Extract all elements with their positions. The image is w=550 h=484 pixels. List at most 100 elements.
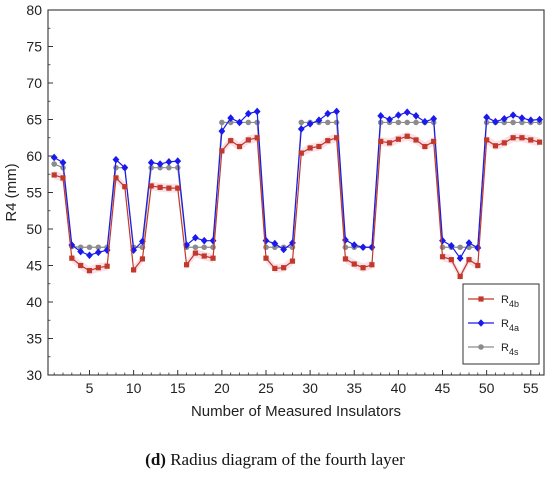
data-point-R4b [510, 135, 516, 141]
data-point-R4b [183, 262, 190, 268]
data-point-R4b [281, 265, 287, 271]
data-point-R4b [528, 137, 534, 143]
data-point-R4a [386, 115, 393, 124]
legend-item-R4a: R4a [468, 318, 519, 333]
legend-item-R4s: R4s [468, 342, 519, 357]
y-tick-label: 50 [26, 221, 42, 237]
y-tick-label: 65 [26, 112, 42, 128]
data-point-R4a [297, 125, 305, 133]
data-point-R4a [59, 158, 67, 167]
data-point-R4a [94, 248, 102, 257]
data-point-R4b [492, 143, 499, 149]
data-point-R4a [262, 236, 270, 245]
y-tick-label: 30 [26, 367, 42, 383]
data-point-R4b [378, 138, 384, 144]
data-point-R4a [289, 239, 296, 247]
data-point-R4a [421, 117, 429, 126]
data-point-R4s [404, 119, 411, 126]
data-point-R4a [474, 244, 482, 252]
data-point-R4b [316, 143, 322, 150]
data-point-R4a [509, 111, 517, 119]
data-point-R4s [201, 244, 208, 251]
data-point-R4a [403, 108, 411, 116]
data-point-R4a [174, 157, 182, 165]
x-tick-label: 5 [86, 380, 94, 396]
data-point-R4a [492, 117, 499, 126]
x-axis-title: Number of Measured Insulators [191, 403, 401, 420]
data-point-R4b [369, 262, 375, 268]
x-tick-label: 15 [170, 380, 186, 396]
data-point-R4s [51, 161, 57, 167]
x-tick-label: 10 [126, 380, 142, 396]
data-point-R4b [439, 254, 446, 260]
legend-label: R4a [501, 318, 519, 333]
legend-swatch-marker [478, 296, 484, 302]
data-point-R4s [413, 119, 419, 126]
data-point-R4a [191, 233, 199, 242]
x-tick-label: 45 [435, 380, 451, 396]
data-point-R4s [219, 119, 225, 126]
data-point-R4a [430, 114, 438, 123]
data-point-R4b [536, 139, 543, 145]
y-tick-label: 75 [26, 39, 42, 55]
y-tick-label: 60 [26, 148, 42, 164]
data-point-R4a [342, 236, 349, 244]
x-tick-label: 25 [258, 380, 274, 396]
x-tick-label: 20 [214, 380, 230, 396]
data-point-R4b [236, 143, 243, 150]
data-point-R4a [271, 239, 279, 248]
data-point-R4b [404, 133, 410, 139]
series-line-R4b [53, 135, 540, 278]
data-point-R4s [77, 244, 84, 251]
series-R4b [51, 133, 543, 280]
data-point-R4a [377, 112, 385, 120]
data-point-R4b [104, 263, 110, 269]
data-point-R4a [324, 109, 332, 118]
data-point-R4b [272, 265, 278, 272]
data-point-R4a [209, 236, 217, 245]
data-point-R4a [439, 236, 446, 245]
data-point-R4b [448, 257, 454, 263]
data-point-R4b [466, 257, 472, 263]
data-point-R4s [263, 244, 269, 251]
data-point-R4a [350, 241, 358, 249]
data-point-R4a [359, 243, 367, 252]
data-point-R4s [86, 244, 93, 251]
data-point-R4b [175, 185, 181, 191]
data-point-R4b [157, 184, 163, 190]
data-point-R4s [324, 119, 331, 126]
data-point-R4b [192, 250, 198, 256]
data-point-R4a [86, 251, 93, 260]
data-point-R4b [298, 150, 304, 156]
data-point-R4b [360, 265, 366, 271]
data-point-R4a [306, 120, 314, 128]
y-tick-label: 40 [26, 294, 42, 310]
figure-caption: (d) Radius diagram of the fourth layer [0, 450, 550, 470]
data-point-R4a [333, 107, 340, 116]
x-tick-label: 50 [479, 380, 495, 396]
data-point-R4a [244, 109, 252, 118]
data-point-R4a [465, 239, 473, 247]
data-point-R4a [218, 127, 226, 135]
data-point-R4b [166, 185, 172, 191]
x-tick-label: 35 [346, 380, 362, 396]
data-point-R4b [475, 262, 481, 269]
data-point-R4a [518, 114, 526, 122]
data-point-R4a [527, 116, 535, 125]
data-point-R4b [210, 255, 216, 261]
data-point-R4a [227, 114, 235, 122]
legend-box [462, 283, 540, 365]
data-point-R4b [254, 135, 260, 141]
data-point-R4a [77, 247, 85, 256]
data-point-R4b [122, 184, 128, 190]
data-point-R4s [510, 119, 516, 126]
y-axis-ticks: 30 35 40 45 50 55 60 65 70 75 80 [26, 2, 53, 383]
data-point-R4a [253, 107, 261, 116]
data-point-R4a [394, 111, 402, 119]
caption-text: Radius diagram of the fourth layer [165, 450, 405, 469]
data-point-R4b [51, 172, 57, 178]
data-point-R4s [342, 244, 349, 251]
data-point-R4b [325, 138, 331, 144]
data-point-R4b [78, 262, 84, 269]
